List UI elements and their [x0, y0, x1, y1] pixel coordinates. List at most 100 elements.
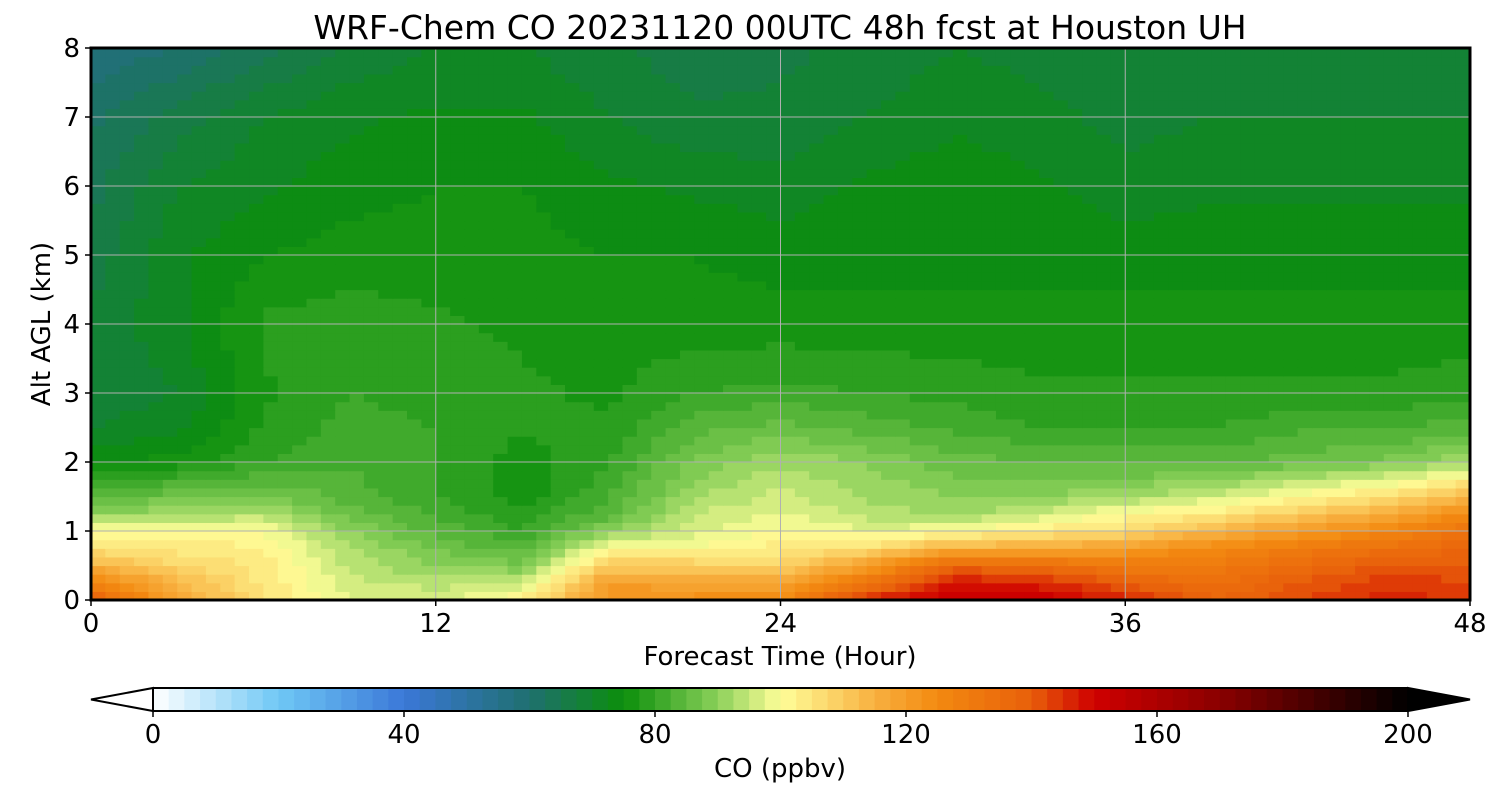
heatmap-cell	[679, 418, 695, 429]
heatmap-cell	[478, 531, 494, 541]
heatmap-cell	[837, 556, 853, 567]
heatmap-cell	[565, 487, 580, 498]
heatmap-cell	[1225, 522, 1241, 532]
heatmap-cell	[1240, 427, 1256, 437]
heatmap-cell	[679, 522, 695, 532]
heatmap-cell	[1225, 479, 1241, 489]
heatmap-cell	[1412, 531, 1428, 541]
heatmap-cell	[780, 470, 796, 480]
heatmap-cell	[1441, 539, 1457, 549]
heatmap-cell	[191, 444, 207, 454]
heatmap-cell	[737, 298, 753, 308]
heatmap-cell	[1182, 401, 1198, 411]
heatmap-cell	[1197, 505, 1213, 515]
heatmap-cell	[263, 393, 279, 403]
heatmap-cell	[852, 306, 868, 316]
heatmap-cell	[909, 255, 925, 265]
heatmap-cell	[1412, 539, 1428, 549]
heatmap-cell	[1053, 427, 1069, 437]
heatmap-cell	[1369, 522, 1385, 532]
heatmap-cell	[1398, 462, 1414, 472]
heatmap-cell	[751, 289, 767, 299]
heatmap-cell	[536, 151, 552, 161]
heatmap-cell	[421, 168, 437, 178]
heatmap-cell	[335, 444, 351, 454]
heatmap-cell	[952, 324, 968, 334]
heatmap-cell	[636, 246, 652, 256]
heatmap-cell	[148, 505, 164, 515]
heatmap-cell	[263, 487, 279, 498]
heatmap-cell	[1039, 272, 1055, 282]
heatmap-cell	[924, 168, 940, 178]
heatmap-cell	[881, 401, 897, 411]
heatmap-cell	[1197, 513, 1213, 523]
heatmap-cell	[1110, 280, 1126, 291]
heatmap-cell	[1240, 160, 1256, 170]
heatmap-cell	[464, 444, 480, 454]
heatmap-cell	[177, 444, 193, 454]
heatmap-cell	[205, 410, 221, 420]
heatmap-cell	[134, 315, 150, 325]
heatmap-cell	[1426, 177, 1442, 187]
heatmap-cell	[938, 401, 954, 411]
heatmap-cell	[737, 375, 753, 385]
heatmap-cell	[91, 349, 106, 360]
heatmap-cell	[349, 341, 365, 351]
heatmap-cell	[1326, 160, 1342, 170]
heatmap-cell	[378, 315, 394, 325]
heatmap-cell	[608, 229, 624, 239]
heatmap-cell	[205, 574, 221, 584]
heatmap-cell	[1182, 418, 1198, 429]
heatmap-cell	[881, 358, 897, 368]
heatmap-cell	[1139, 220, 1155, 230]
heatmap-cell	[1441, 272, 1457, 282]
heatmap-cell	[995, 151, 1011, 161]
heatmap-cell	[723, 246, 738, 256]
heatmap-cell	[392, 168, 408, 178]
heatmap-cell	[493, 470, 509, 480]
heatmap-cell	[809, 384, 825, 394]
heatmap-cell	[521, 513, 537, 523]
heatmap-cell	[780, 341, 796, 351]
heatmap-cell	[521, 522, 537, 532]
heatmap-cell	[1383, 194, 1399, 204]
heatmap-cell	[335, 393, 351, 403]
heatmap-cell	[421, 237, 437, 247]
heatmap-cell	[1441, 324, 1457, 334]
heatmap-cell	[651, 418, 667, 429]
heatmap-cell	[205, 203, 221, 213]
heatmap-cell	[1369, 332, 1385, 342]
heatmap-cell	[493, 203, 509, 213]
heatmap-cell	[809, 263, 825, 273]
heatmap-cell	[292, 160, 308, 170]
heatmap-cell	[593, 246, 609, 256]
heatmap-cell	[234, 298, 250, 308]
heatmap-cell	[320, 548, 336, 558]
heatmap-cell	[392, 548, 408, 558]
heatmap-cell	[134, 427, 150, 437]
heatmap-cell	[967, 436, 983, 446]
heatmap-cell	[751, 298, 767, 308]
heatmap-cell	[651, 177, 667, 187]
heatmap-cell	[852, 315, 868, 325]
heatmap-cell	[205, 531, 221, 541]
heatmap-cell	[392, 289, 408, 299]
heatmap-cell	[205, 237, 221, 247]
heatmap-cell	[1297, 367, 1313, 377]
heatmap-cell	[1053, 453, 1069, 463]
heatmap-cell	[723, 229, 738, 239]
heatmap-cell	[1340, 168, 1356, 178]
heatmap-cell	[1383, 582, 1399, 592]
heatmap-cell	[679, 393, 695, 403]
heatmap-cell	[952, 479, 968, 489]
heatmap-cell	[823, 160, 839, 170]
heatmap-cell	[938, 349, 954, 360]
heatmap-cell	[1082, 505, 1098, 515]
heatmap-cell	[751, 487, 767, 498]
heatmap-cell	[593, 539, 609, 549]
heatmap-cell	[938, 246, 954, 256]
heatmap-cell	[766, 487, 782, 498]
heatmap-cell	[1024, 220, 1040, 230]
heatmap-cell	[292, 341, 308, 351]
heatmap-cell	[1283, 574, 1299, 584]
